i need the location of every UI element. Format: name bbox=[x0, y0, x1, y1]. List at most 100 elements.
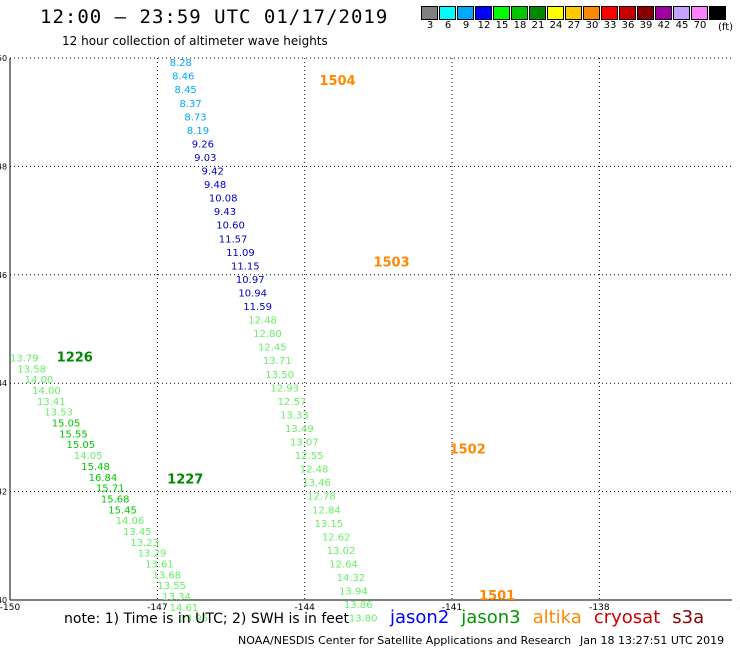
lat-tick-label: 40 bbox=[0, 596, 7, 605]
wave-height-value: 12.78 bbox=[307, 492, 336, 503]
wave-height-value: 12.84 bbox=[312, 505, 341, 516]
wave-height-value: 11.57 bbox=[219, 234, 248, 245]
color-scale-swatches bbox=[421, 6, 727, 20]
satellite-label: jason3 bbox=[461, 607, 521, 628]
wave-height-value: 11.59 bbox=[243, 302, 272, 313]
wave-height-value: 11.09 bbox=[226, 248, 255, 259]
color-scale-legend: 3 6 9 12 15 18 21 24 27 30 33 36 39 42 45 70 bbox=[421, 6, 727, 31]
wave-height-value: 12.45 bbox=[258, 343, 287, 354]
color-scale-swatch bbox=[691, 6, 708, 20]
wave-height-value: 15.68 bbox=[101, 494, 130, 505]
footer-note: note: 1) Time is in UTC; 2) SWH is in fe… bbox=[64, 611, 350, 627]
wave-height-value: 8.19 bbox=[187, 126, 209, 137]
color-scale-label: 15 bbox=[495, 20, 509, 31]
wave-height-value: 13.68 bbox=[152, 570, 181, 581]
wave-height-value: 13.71 bbox=[263, 356, 292, 367]
color-scale-label: 30 bbox=[585, 20, 599, 31]
color-scale-swatch bbox=[529, 6, 546, 20]
wave-height-value: 13.79 bbox=[10, 354, 39, 365]
color-scale-label: 45 bbox=[675, 20, 689, 31]
wave-height-value: 12.57 bbox=[278, 397, 307, 408]
wave-height-value: 8.45 bbox=[175, 85, 197, 96]
wave-height-value: 12.55 bbox=[295, 451, 324, 462]
lon-tick-label: -150 bbox=[0, 603, 20, 613]
wave-height-value: 14.61 bbox=[170, 603, 199, 614]
lon-tick-label: -141 bbox=[442, 603, 462, 613]
color-scale-swatch bbox=[637, 6, 654, 20]
wave-height-value: 13.29 bbox=[138, 549, 167, 560]
wave-height-value: 9.48 bbox=[204, 180, 226, 191]
pass-number-label: 1504 bbox=[319, 74, 355, 89]
wave-height-value: 12.80 bbox=[253, 329, 282, 340]
color-scale-label: 6 bbox=[444, 20, 452, 31]
wave-height-value: 13.33 bbox=[280, 410, 309, 421]
generated-timestamp: Jan 18 13:27:51 UTC 2019 bbox=[580, 634, 725, 647]
pass-number-label: 1226 bbox=[57, 351, 93, 366]
color-scale-swatch bbox=[421, 6, 438, 20]
wave-height-value: 15.55 bbox=[59, 429, 88, 440]
wave-height-value: 13.15 bbox=[315, 519, 344, 530]
wave-height-value: 13.46 bbox=[302, 478, 331, 489]
color-scale-label: 33 bbox=[603, 20, 617, 31]
wave-height-value: 13.49 bbox=[285, 424, 314, 435]
color-scale-swatch bbox=[655, 6, 672, 20]
wave-height-value: 15.05 bbox=[66, 440, 95, 451]
page-title: 12:00 – 23:59 UTC 01/17/2019 bbox=[40, 6, 389, 28]
lat-tick-label: 42 bbox=[0, 488, 7, 497]
satellite-label: s3a bbox=[672, 607, 705, 628]
wave-height-value: 8.37 bbox=[179, 99, 201, 110]
wave-height-value: 10.94 bbox=[238, 288, 267, 299]
lat-tick-label: 44 bbox=[0, 379, 7, 388]
wave-height-value: 13.50 bbox=[265, 370, 294, 381]
color-scale-unit: (ft) bbox=[718, 22, 734, 33]
wave-height-value: 13.95 bbox=[179, 614, 208, 625]
wave-height-value: 9.43 bbox=[214, 207, 236, 218]
color-scale-label: 24 bbox=[549, 20, 563, 31]
color-scale-swatch bbox=[439, 6, 456, 20]
wave-height-value: 10.60 bbox=[216, 221, 245, 232]
color-scale-swatch bbox=[583, 6, 600, 20]
wave-height-value: 9.03 bbox=[194, 153, 216, 164]
color-scale-label: 39 bbox=[639, 20, 653, 31]
wave-height-value: 8.28 bbox=[170, 58, 192, 69]
wave-height-value: 14.32 bbox=[337, 573, 366, 584]
wave-height-value: 13.07 bbox=[290, 438, 319, 449]
credit-text: NOAA/NESDIS Center for Satellite Applica… bbox=[238, 634, 572, 647]
color-scale-swatch bbox=[619, 6, 636, 20]
wave-height-value: 12.64 bbox=[329, 559, 358, 570]
color-scale-swatch bbox=[511, 6, 528, 20]
lon-tick-label: -144 bbox=[294, 603, 315, 613]
pass-number-label: 1501 bbox=[479, 589, 515, 604]
color-scale-swatch bbox=[565, 6, 582, 20]
wave-height-value: 12.48 bbox=[248, 316, 277, 327]
wave-height-value: 11.15 bbox=[231, 261, 260, 272]
satellite-legend: jason2 jason3 altika cryosat s3a bbox=[390, 607, 716, 628]
wave-height-value: 13.55 bbox=[157, 581, 186, 592]
pass-number-label: 1503 bbox=[373, 256, 409, 271]
color-scale-swatch bbox=[457, 6, 474, 20]
lat-tick-label: 46 bbox=[0, 271, 7, 280]
wave-height-value: 8.73 bbox=[184, 112, 206, 123]
color-scale-label: 27 bbox=[567, 20, 581, 31]
wave-height-value: 13.02 bbox=[327, 546, 356, 557]
color-scale-label: 12 bbox=[477, 20, 491, 31]
wave-height-value: 12.62 bbox=[322, 532, 351, 543]
lon-tick-label: -138 bbox=[589, 603, 610, 613]
wave-height-value: 12.93 bbox=[270, 383, 299, 394]
wave-height-value: 13.45 bbox=[123, 527, 152, 538]
wave-height-value: 15.71 bbox=[96, 484, 125, 495]
wave-height-value: 13.34 bbox=[162, 592, 191, 603]
lon-tick-label: -147 bbox=[147, 603, 167, 613]
wave-height-value: 16.84 bbox=[89, 473, 118, 484]
satellite-label: jason2 bbox=[390, 607, 450, 628]
satellite-label: altika bbox=[532, 607, 582, 628]
wave-height-value: 10.97 bbox=[236, 275, 265, 286]
lat-tick-label: 50 bbox=[0, 54, 7, 63]
page-subtitle: 12 hour collection of altimeter wave hei… bbox=[62, 34, 328, 48]
wave-height-value: 15.45 bbox=[108, 505, 137, 516]
satellite-label: cryosat bbox=[593, 607, 661, 628]
wave-height-value: 13.58 bbox=[17, 364, 46, 375]
pass-number-label: 1227 bbox=[167, 472, 203, 487]
wave-height-value: 8.46 bbox=[172, 72, 194, 83]
